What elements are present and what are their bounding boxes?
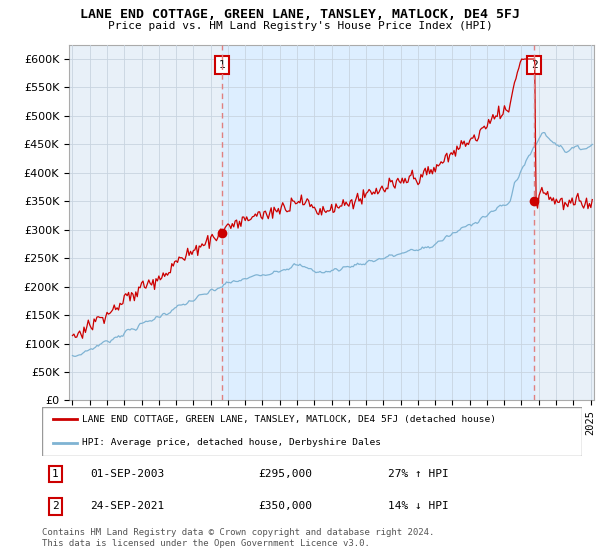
Text: 1: 1 bbox=[52, 469, 59, 479]
Text: 24-SEP-2021: 24-SEP-2021 bbox=[91, 501, 165, 511]
Text: Price paid vs. HM Land Registry's House Price Index (HPI): Price paid vs. HM Land Registry's House … bbox=[107, 21, 493, 31]
Text: HPI: Average price, detached house, Derbyshire Dales: HPI: Average price, detached house, Derb… bbox=[83, 438, 382, 447]
Text: This data is licensed under the Open Government Licence v3.0.: This data is licensed under the Open Gov… bbox=[42, 539, 370, 548]
Text: £295,000: £295,000 bbox=[258, 469, 312, 479]
FancyBboxPatch shape bbox=[42, 407, 582, 456]
Text: 2: 2 bbox=[530, 60, 538, 69]
Text: 01-SEP-2003: 01-SEP-2003 bbox=[91, 469, 165, 479]
Text: 27% ↑ HPI: 27% ↑ HPI bbox=[388, 469, 448, 479]
Bar bbox=[222, 45, 534, 400]
Text: £350,000: £350,000 bbox=[258, 501, 312, 511]
Text: Contains HM Land Registry data © Crown copyright and database right 2024.: Contains HM Land Registry data © Crown c… bbox=[42, 528, 434, 536]
Text: 1: 1 bbox=[219, 60, 226, 69]
Text: 14% ↓ HPI: 14% ↓ HPI bbox=[388, 501, 448, 511]
Text: 2: 2 bbox=[52, 501, 59, 511]
Text: LANE END COTTAGE, GREEN LANE, TANSLEY, MATLOCK, DE4 5FJ: LANE END COTTAGE, GREEN LANE, TANSLEY, M… bbox=[80, 8, 520, 21]
Text: LANE END COTTAGE, GREEN LANE, TANSLEY, MATLOCK, DE4 5FJ (detached house): LANE END COTTAGE, GREEN LANE, TANSLEY, M… bbox=[83, 415, 497, 424]
